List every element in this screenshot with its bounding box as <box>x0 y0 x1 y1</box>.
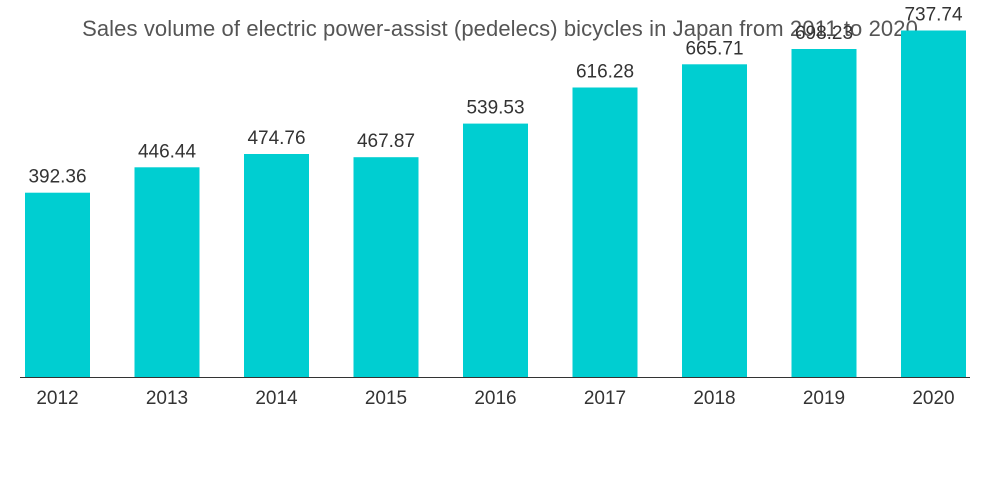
chart-title: Sales volume of electric power-assist (p… <box>82 16 918 41</box>
x-tick-label-2013: 2013 <box>146 388 188 409</box>
bar-2012 <box>25 192 90 377</box>
bar-value-label-2012: 392.36 <box>28 167 86 188</box>
bar-value-label-2020: 737.74 <box>904 5 963 26</box>
x-tick-label-2018: 2018 <box>693 388 735 409</box>
bar-2020 <box>901 30 966 377</box>
bar-2015 <box>353 157 419 377</box>
bar-value-label-2017: 616.28 <box>576 62 634 83</box>
bar-value-label-2014: 474.76 <box>247 128 305 149</box>
x-tick-label-2012: 2012 <box>36 388 78 409</box>
bars-layer <box>25 30 966 378</box>
bar-value-label-2013: 446.44 <box>138 141 197 162</box>
x-tick-label-2019: 2019 <box>803 388 845 409</box>
bar-value-label-2016: 539.53 <box>466 98 524 119</box>
x-tick-label-2020: 2020 <box>912 388 954 409</box>
x-tick-label-2015: 2015 <box>365 388 407 409</box>
bar-value-label-2019: 698.23 <box>795 23 853 44</box>
value-labels-layer: 392.36 446.44 474.76 467.87 539.53 616.28 665.… <box>28 5 963 188</box>
bar-2016 <box>463 123 528 377</box>
x-tick-labels-layer: 2012 2013 2014 2015 2016 2017 2018 2019 2020 <box>36 388 954 409</box>
bar-value-label-2018: 665.71 <box>685 38 743 59</box>
bar-2018 <box>682 64 747 378</box>
bar-2013 <box>134 167 200 377</box>
x-tick-label-2014: 2014 <box>255 388 298 409</box>
bar-2017 <box>572 87 638 377</box>
x-tick-label-2016: 2016 <box>474 388 516 409</box>
bar-value-label-2015: 467.87 <box>357 131 415 152</box>
bar-2014 <box>244 154 309 377</box>
bar-2019 <box>791 49 857 377</box>
x-tick-label-2017: 2017 <box>584 388 626 409</box>
